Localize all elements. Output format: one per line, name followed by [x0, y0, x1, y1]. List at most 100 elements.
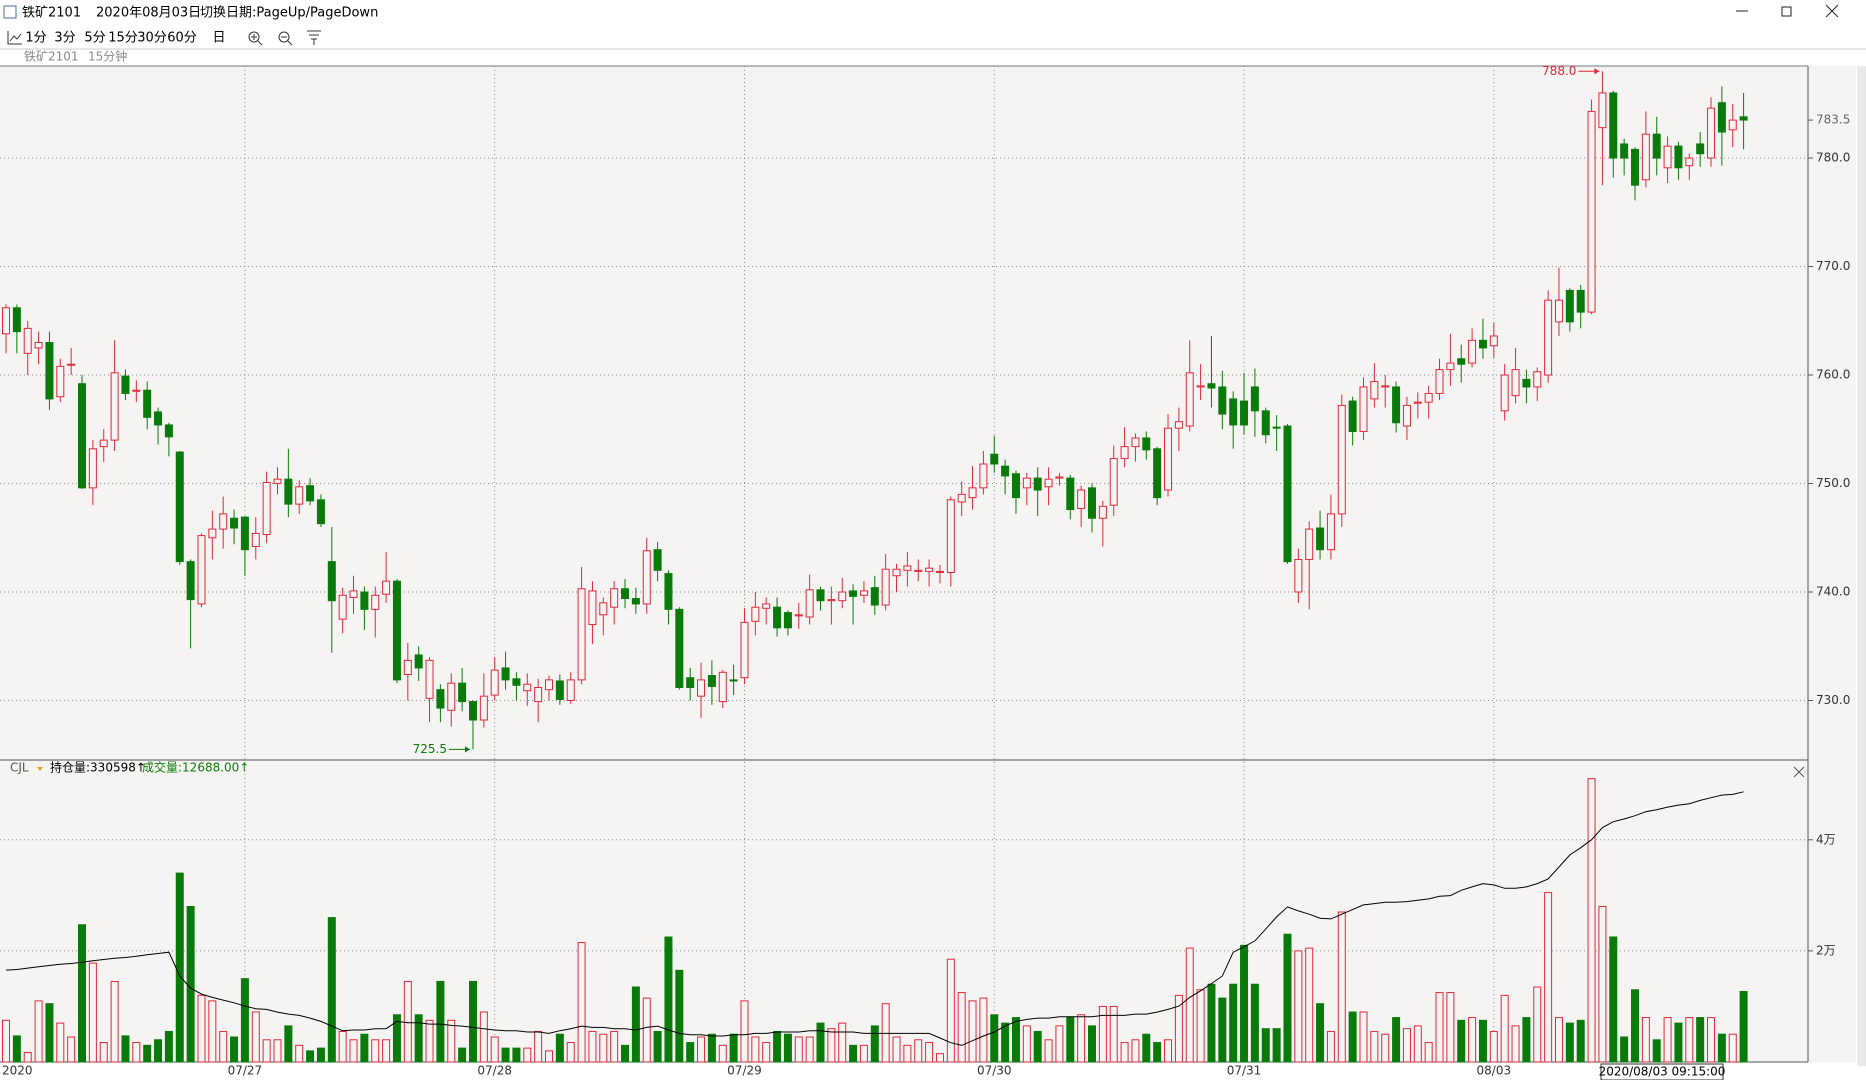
volume-bar [903, 1044, 912, 1063]
volume-bar [327, 917, 336, 1063]
volume-bar [1131, 1039, 1140, 1063]
volume-bar [1272, 1028, 1281, 1063]
candle-body [1717, 102, 1726, 133]
candle-body [1240, 400, 1249, 426]
restore-button[interactable] [1781, 6, 1792, 17]
candle-body [1250, 386, 1259, 412]
candle-body [1381, 385, 1390, 388]
volume-bar [849, 1044, 858, 1063]
volume-bar [773, 1030, 782, 1063]
close-panel[interactable] [1793, 766, 1805, 778]
period-button[interactable]: 1分 [25, 31, 46, 46]
candle-body [588, 590, 597, 626]
candle-body [1652, 133, 1661, 159]
volume-tick-label: 4万 [1816, 832, 1836, 846]
candle-body [577, 588, 586, 681]
volume-bar [1652, 1039, 1661, 1063]
indicator-name: CJL [10, 761, 29, 775]
candle-body [414, 654, 423, 669]
x-tick-label: 07/29 [727, 1064, 762, 1078]
candle-body [327, 561, 336, 602]
candle-body [1696, 143, 1705, 155]
candle-body [1359, 386, 1368, 432]
volume-bar [251, 1011, 260, 1063]
volume-bar [1468, 1017, 1477, 1063]
candle-body [208, 528, 217, 539]
candle-body [1142, 437, 1151, 451]
volume-bar [2, 1019, 10, 1063]
volume-bar [186, 905, 195, 1063]
x-tick-label: 08/03 [1477, 1064, 1512, 1078]
candle-body [751, 606, 760, 622]
period-button[interactable]: 60分 [167, 31, 197, 46]
candle-body [1413, 401, 1422, 404]
indicator-menu[interactable] [37, 767, 43, 771]
period-button[interactable]: 5分 [84, 31, 105, 46]
toolbar [0, 26, 1866, 48]
volume-bar [816, 1022, 825, 1063]
period-button[interactable]: 15分 [108, 31, 138, 46]
candle-body [219, 513, 228, 530]
candle-body [1565, 289, 1574, 323]
candle-body [870, 587, 879, 606]
candle-body [664, 573, 673, 610]
volume-bar [805, 1036, 814, 1063]
volume-bar [1489, 1030, 1498, 1063]
candle-body [23, 327, 32, 354]
candle-body [1174, 421, 1183, 429]
volume-bar [67, 1036, 76, 1063]
volume-bar [349, 1039, 358, 1063]
period-button[interactable]: 30分 [137, 31, 167, 46]
volume-bar [1261, 1028, 1270, 1063]
candle-body [1131, 437, 1140, 448]
candle-body [436, 689, 445, 709]
volume-bar [870, 1025, 879, 1063]
candle-body [479, 695, 488, 721]
zoom-in[interactable] [248, 31, 260, 43]
candle-body [957, 493, 966, 503]
volume-bar [284, 1025, 293, 1063]
candle-body [1305, 528, 1314, 560]
y-tick-label: 730.0 [1816, 693, 1850, 707]
candle-body [425, 659, 434, 699]
candle-body [1424, 392, 1433, 403]
volume-bar [566, 1042, 575, 1063]
filter-tool[interactable] [307, 30, 321, 45]
candle-body [447, 682, 456, 711]
date-strip [0, 1063, 1856, 1080]
candle-body [349, 590, 358, 598]
y-tick-label: 770.0 [1816, 259, 1850, 273]
volume-bar [316, 1047, 325, 1063]
candle-body [1337, 404, 1346, 515]
volume-bar [1478, 1019, 1487, 1063]
candle-body [697, 679, 706, 697]
candle-body [762, 603, 771, 609]
candle-body [240, 516, 249, 551]
high-annotation: 788.0 [1542, 64, 1576, 78]
volume-bar [1305, 947, 1314, 1063]
period-button[interactable]: 日 [212, 31, 225, 46]
candle-body [946, 499, 955, 573]
close-button[interactable] [1825, 4, 1839, 18]
candle-body [1109, 458, 1118, 506]
volume-bar [1359, 1011, 1368, 1063]
chart-icon[interactable] [7, 31, 22, 45]
candle-body [740, 621, 749, 679]
volume-bar [1576, 1019, 1585, 1063]
zoom-out[interactable] [278, 31, 290, 43]
candle-body [99, 439, 108, 448]
window-hint: 切换日期:PageUp/PageDown [200, 6, 378, 21]
candle-body [1022, 477, 1031, 489]
volume-bar [1435, 992, 1444, 1063]
volume-bar [425, 1019, 434, 1063]
scrollbar[interactable] [1857, 66, 1866, 1066]
candle-body [1077, 489, 1086, 509]
candle-body [1457, 358, 1466, 365]
volume-bar [729, 1033, 738, 1063]
window-controls [1736, 4, 1839, 18]
candle-body [468, 701, 477, 721]
candle-body [686, 677, 695, 688]
period-button[interactable]: 3分 [54, 31, 75, 46]
candle-body [230, 517, 239, 529]
